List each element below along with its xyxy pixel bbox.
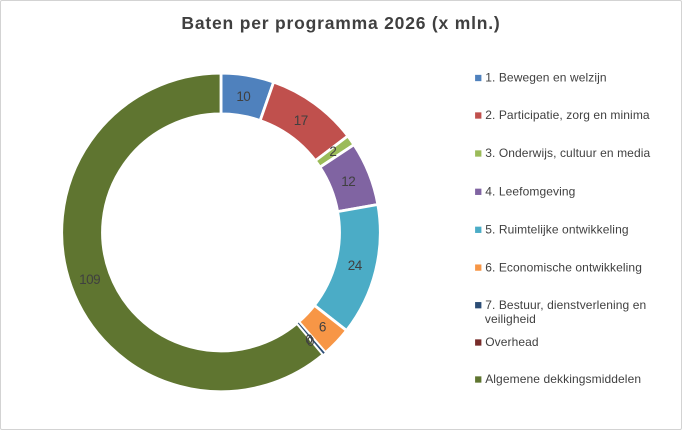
svg-text:24: 24 <box>348 258 363 273</box>
svg-text:7. Bestuur, dienstverlening en: 7. Bestuur, dienstverlening en <box>485 298 646 312</box>
svg-text:Algemene dekkingsmiddelen: Algemene dekkingsmiddelen <box>485 372 641 386</box>
svg-text:4. Leefomgeving: 4. Leefomgeving <box>485 185 575 199</box>
svg-text:2: 2 <box>329 144 336 159</box>
svg-text:17: 17 <box>294 113 308 128</box>
svg-text:3. Onderwijs, cultuur en media: 3. Onderwijs, cultuur en media <box>485 146 650 160</box>
svg-text:6. Economische ontwikkeling: 6. Economische ontwikkeling <box>485 260 642 274</box>
svg-text:0: 0 <box>305 332 312 347</box>
svg-text:10: 10 <box>236 89 250 104</box>
svg-text:2. Participatie, zorg en minim: 2. Participatie, zorg en minima <box>485 108 650 122</box>
svg-text:0: 0 <box>307 334 314 349</box>
svg-text:12: 12 <box>341 174 355 189</box>
svg-text:1. Bewegen en welzijn: 1. Bewegen en welzijn <box>485 71 607 85</box>
svg-text:6: 6 <box>319 319 326 334</box>
svg-text:Overhead: Overhead <box>485 335 539 349</box>
svg-text:109: 109 <box>79 272 100 287</box>
svg-text:5. Ruimtelijke ontwikkeling: 5. Ruimtelijke ontwikkeling <box>485 223 628 237</box>
svg-text:veiligheid: veiligheid <box>485 312 536 326</box>
